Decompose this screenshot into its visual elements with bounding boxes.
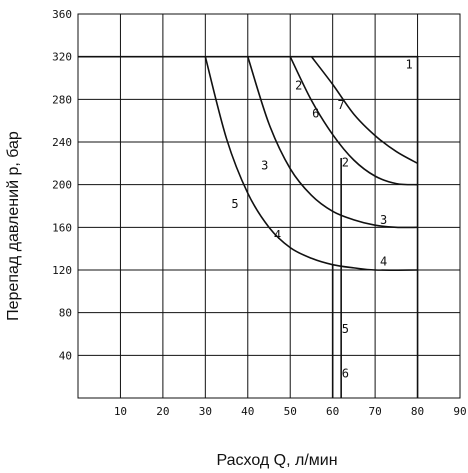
y-tick-label: 200 bbox=[52, 179, 72, 192]
y-tick-label: 40 bbox=[59, 349, 72, 362]
x-tick-label: 90 bbox=[453, 405, 466, 418]
series-line-3 bbox=[247, 56, 418, 229]
series-line-7 bbox=[310, 56, 418, 165]
y-axis-title: Перепад давлений p, бар bbox=[5, 131, 22, 321]
tick-labels: 10 20 30 40 50 60 70 80 90 40 80 120 160 200 240 280 320… bbox=[52, 8, 467, 418]
x-axis-title: Расход Q, л/мин bbox=[216, 452, 337, 469]
x-tick-label: 80 bbox=[411, 405, 424, 418]
x-tick-label: 10 bbox=[114, 405, 127, 418]
plot-frame bbox=[77, 13, 461, 399]
curve-label: 2 bbox=[295, 79, 302, 93]
x-tick-label: 50 bbox=[284, 405, 297, 418]
curve-label: 4 bbox=[274, 228, 281, 242]
x-tick-label: 30 bbox=[199, 405, 212, 418]
curve-label: 1 bbox=[405, 57, 412, 71]
grid bbox=[77, 13, 461, 399]
y-tick-label: 120 bbox=[52, 264, 72, 277]
y-tick-label: 280 bbox=[52, 93, 72, 106]
x-tick-label: 70 bbox=[368, 405, 381, 418]
y-tick-label: 160 bbox=[52, 221, 72, 234]
series-line-4 bbox=[204, 56, 418, 271]
curve-label: 4 bbox=[380, 255, 387, 269]
curve-label: 3 bbox=[261, 159, 268, 173]
curve-label: 5 bbox=[231, 197, 238, 211]
curve-label: 2 bbox=[342, 156, 349, 170]
curves bbox=[78, 55, 419, 398]
curve-label: 6 bbox=[312, 106, 319, 120]
curve-label: 6 bbox=[342, 367, 349, 381]
series-line-2 bbox=[289, 56, 418, 186]
x-tick-label: 20 bbox=[156, 405, 169, 418]
y-tick-label: 320 bbox=[52, 51, 72, 64]
series-line-1 bbox=[78, 55, 419, 398]
curve-label: 7 bbox=[338, 98, 345, 112]
y-tick-label: 80 bbox=[59, 307, 72, 320]
curve-label: 5 bbox=[342, 322, 349, 336]
y-tick-label: 360 bbox=[52, 8, 72, 21]
curve-label: 3 bbox=[380, 213, 387, 227]
x-tick-label: 60 bbox=[326, 405, 339, 418]
x-tick-label: 40 bbox=[241, 405, 254, 418]
y-tick-label: 240 bbox=[52, 136, 72, 149]
